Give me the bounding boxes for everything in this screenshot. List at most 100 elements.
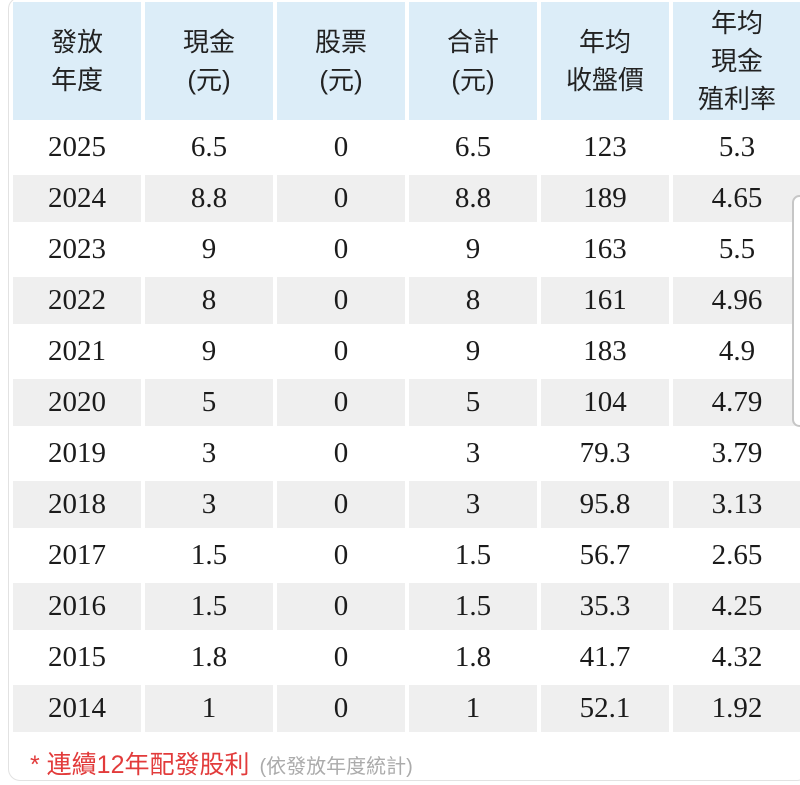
cell-total: 8.8 xyxy=(409,175,537,222)
cell-cash: 1.8 xyxy=(145,634,273,681)
cell-year: 2021 xyxy=(13,328,141,375)
cell-avg-close: 52.1 xyxy=(541,685,669,732)
cell-avg-yield: 4.32 xyxy=(673,634,800,681)
cell-total: 3 xyxy=(409,430,537,477)
cell-avg-yield: 5.5 xyxy=(673,226,800,273)
cell-cash: 5 xyxy=(145,379,273,426)
cell-year: 2019 xyxy=(13,430,141,477)
column-header-line: 年度 xyxy=(50,65,103,95)
column-header-line: (元) xyxy=(187,65,231,95)
column-header-year: 發放 年度 xyxy=(13,2,141,120)
cell-total: 1 xyxy=(409,685,537,732)
cell-cash: 9 xyxy=(145,328,273,375)
cell-total: 1.5 xyxy=(409,583,537,630)
cell-avg-close: 41.7 xyxy=(541,634,669,681)
column-header-line: (元) xyxy=(451,65,495,95)
table-row-2015: 2015 1.8 0 1.8 41.7 4.32 xyxy=(13,634,800,681)
cell-avg-close: 163 xyxy=(541,226,669,273)
cell-total: 1.8 xyxy=(409,634,537,681)
column-header-line: 現金 xyxy=(710,46,763,76)
cell-total: 3 xyxy=(409,481,537,528)
cell-avg-yield: 4.96 xyxy=(673,277,800,324)
footnote-note: (依發放年度統計) xyxy=(259,756,413,778)
cell-total: 9 xyxy=(409,226,537,273)
column-header-line: 合計 xyxy=(446,27,499,57)
cell-year: 2020 xyxy=(13,379,141,426)
table-header: 發放 年度 現金 (元) 股票 (元) 合計 (元) 年均 收盤價 年均 現金 殖利率 xyxy=(13,2,800,120)
cell-avg-close: 183 xyxy=(541,328,669,375)
column-header-avg-yield: 年均 現金 殖利率 xyxy=(673,2,800,120)
cell-stock: 0 xyxy=(277,328,405,375)
cell-avg-close: 56.7 xyxy=(541,532,669,579)
vertical-scrollbar-thumb[interactable] xyxy=(792,195,800,427)
table-row-2020: 2020 5 0 5 104 4.79 xyxy=(13,379,800,426)
cell-avg-close: 123 xyxy=(541,124,669,171)
column-header-line: 發放 xyxy=(50,27,103,57)
table-row-2019: 2019 3 0 3 79.3 3.79 xyxy=(13,430,800,477)
cell-stock: 0 xyxy=(277,124,405,171)
cell-stock: 0 xyxy=(277,379,405,426)
table-header-row: 發放 年度 現金 (元) 股票 (元) 合計 (元) 年均 收盤價 年均 現金 殖利率 xyxy=(13,2,800,120)
column-header-line: 年均 xyxy=(578,27,631,57)
cell-avg-yield: 4.65 xyxy=(673,175,800,222)
column-header-line: 年均 xyxy=(710,8,763,38)
footnote: * 連續12年配發股利 (依發放年度統計) xyxy=(9,736,800,780)
cell-cash: 1.5 xyxy=(145,532,273,579)
table-row-2021: 2021 9 0 9 183 4.9 xyxy=(13,328,800,375)
column-header-total: 合計 (元) xyxy=(409,2,537,120)
cell-year: 2023 xyxy=(13,226,141,273)
cell-total: 9 xyxy=(409,328,537,375)
cell-stock: 0 xyxy=(277,532,405,579)
cell-avg-yield: 4.79 xyxy=(673,379,800,426)
cell-cash: 8 xyxy=(145,277,273,324)
cell-avg-close: 189 xyxy=(541,175,669,222)
cell-cash: 1 xyxy=(145,685,273,732)
cell-year: 2022 xyxy=(13,277,141,324)
cell-avg-close: 79.3 xyxy=(541,430,669,477)
cell-avg-yield: 4.25 xyxy=(673,583,800,630)
column-header-line: 現金 xyxy=(182,27,235,57)
dividend-history-card: 發放 年度 現金 (元) 股票 (元) 合計 (元) 年均 收盤價 年均 現金 殖利率 2025 6.5 0… xyxy=(8,0,800,781)
cell-cash: 8.8 xyxy=(145,175,273,222)
cell-stock: 0 xyxy=(277,634,405,681)
cell-total: 1.5 xyxy=(409,532,537,579)
cell-avg-yield: 5.3 xyxy=(673,124,800,171)
cell-stock: 0 xyxy=(277,583,405,630)
cell-cash: 3 xyxy=(145,481,273,528)
cell-total: 6.5 xyxy=(409,124,537,171)
cell-cash: 3 xyxy=(145,430,273,477)
cell-stock: 0 xyxy=(277,481,405,528)
column-header-line: (元) xyxy=(319,65,363,95)
cell-avg-yield: 2.65 xyxy=(673,532,800,579)
table-row-2018: 2018 3 0 3 95.8 3.13 xyxy=(13,481,800,528)
table-row-2025: 2025 6.5 0 6.5 123 5.3 xyxy=(13,124,800,171)
cell-avg-close: 35.3 xyxy=(541,583,669,630)
cell-year: 2016 xyxy=(13,583,141,630)
cell-avg-yield: 1.92 xyxy=(673,685,800,732)
cell-stock: 0 xyxy=(277,685,405,732)
cell-stock: 0 xyxy=(277,175,405,222)
cell-year: 2014 xyxy=(13,685,141,732)
cell-cash: 1.5 xyxy=(145,583,273,630)
cell-avg-yield: 4.9 xyxy=(673,328,800,375)
cell-year: 2017 xyxy=(13,532,141,579)
footnote-highlight: * 連續12年配發股利 xyxy=(30,751,250,779)
table-body: 2025 6.5 0 6.5 123 5.3 2024 8.8 0 8.8 189 4.65 2023 9… xyxy=(13,124,800,732)
column-header-cash: 現金 (元) xyxy=(145,2,273,120)
cell-avg-close: 161 xyxy=(541,277,669,324)
table-row-2022: 2022 8 0 8 161 4.96 xyxy=(13,277,800,324)
cell-total: 5 xyxy=(409,379,537,426)
cell-year: 2015 xyxy=(13,634,141,681)
table-row-2023: 2023 9 0 9 163 5.5 xyxy=(13,226,800,273)
cell-year: 2024 xyxy=(13,175,141,222)
cell-year: 2025 xyxy=(13,124,141,171)
column-header-line: 殖利率 xyxy=(697,84,776,114)
cell-cash: 6.5 xyxy=(145,124,273,171)
cell-cash: 9 xyxy=(145,226,273,273)
cell-avg-close: 95.8 xyxy=(541,481,669,528)
cell-stock: 0 xyxy=(277,277,405,324)
cell-year: 2018 xyxy=(13,481,141,528)
cell-stock: 0 xyxy=(277,226,405,273)
column-header-line: 股票 xyxy=(314,27,367,57)
dividend-history-table: 發放 年度 現金 (元) 股票 (元) 合計 (元) 年均 收盤價 年均 現金 殖利率 2025 6.5 0… xyxy=(9,0,800,736)
